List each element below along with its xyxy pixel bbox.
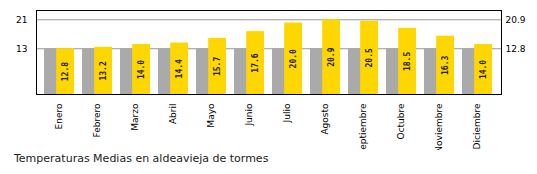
svg-text:Noviembre: Noviembre — [434, 103, 444, 150]
svg-text:20.9: 20.9 — [506, 15, 526, 25]
svg-text:Febrero: Febrero — [92, 103, 102, 137]
svg-text:Agosto: Agosto — [320, 103, 330, 135]
svg-text:14.0: 14.0 — [479, 60, 488, 79]
svg-text:Junio: Junio — [244, 103, 254, 127]
svg-text:Septiembre: Septiembre — [358, 103, 368, 150]
svg-text:20.0: 20.0 — [289, 49, 298, 68]
svg-text:14.0: 14.0 — [137, 60, 146, 79]
svg-text:14.4: 14.4 — [175, 59, 184, 78]
svg-text:Julio: Julio — [282, 103, 292, 123]
svg-text:Marzo: Marzo — [130, 103, 140, 131]
svg-text:18.5: 18.5 — [403, 52, 412, 71]
svg-text:16.3: 16.3 — [441, 56, 450, 75]
html-text:Temperaturas Medias en aldeavi: Temperaturas Medias en aldeavieja de tor… — [14, 152, 269, 165]
svg-text:13.2: 13.2 — [99, 61, 108, 80]
svg-text:Abril: Abril — [168, 104, 178, 125]
svg-text:Enero: Enero — [54, 103, 64, 129]
svg-text:20.9: 20.9 — [327, 47, 336, 66]
svg-text:13: 13 — [16, 44, 27, 54]
svg-text:Mayo: Mayo — [206, 103, 216, 128]
svg-text:21: 21 — [16, 15, 27, 25]
svg-text:20.5: 20.5 — [365, 48, 374, 67]
svg-text:17.6: 17.6 — [251, 53, 260, 72]
svg-text:12.8: 12.8 — [61, 62, 70, 81]
svg-text:15.7: 15.7 — [213, 57, 222, 76]
svg-text:Octubre: Octubre — [396, 103, 406, 139]
svg-text:12.8: 12.8 — [506, 44, 526, 54]
svg-text:Diciembre: Diciembre — [472, 103, 482, 149]
